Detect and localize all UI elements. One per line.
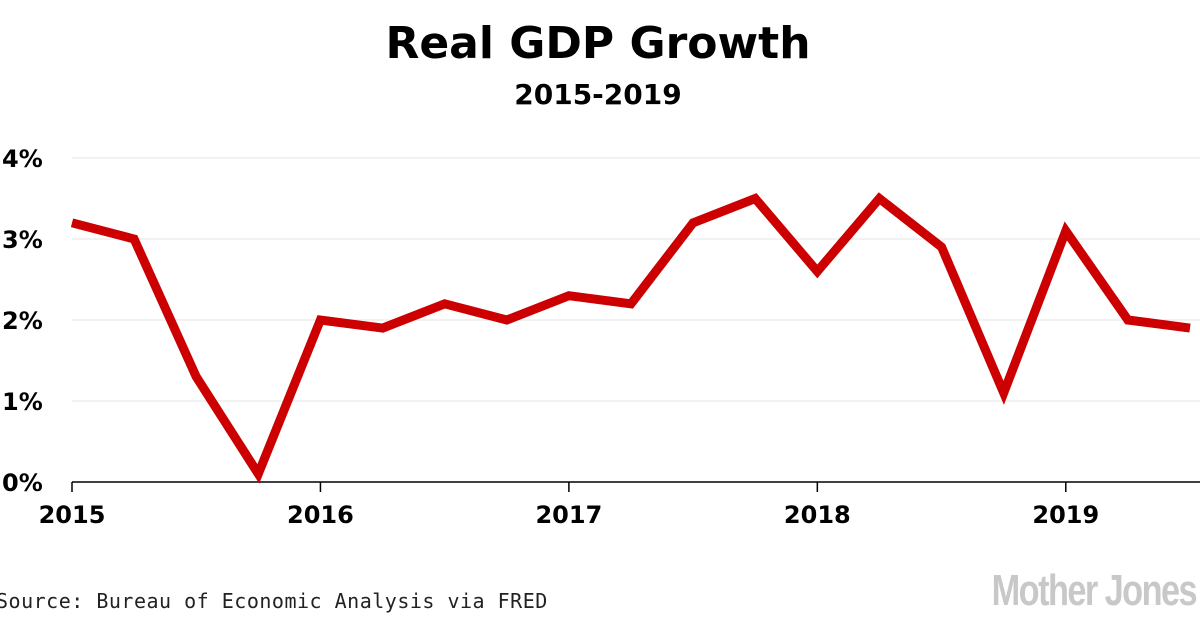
x-tick-label: 2017: [535, 501, 602, 529]
y-tick-label: 3%: [2, 226, 43, 254]
chart-title: Real GDP Growth: [385, 18, 811, 69]
x-tick-label: 2016: [287, 501, 354, 529]
x-tick-label: 2015: [39, 501, 106, 529]
brand-logo: Mother Jones: [991, 566, 1198, 615]
x-tick-label: 2019: [1032, 501, 1099, 529]
y-tick-label: 1%: [2, 388, 43, 416]
source-note: Source: Bureau of Economic Analysis via …: [0, 589, 548, 613]
y-tick-label: 4%: [2, 145, 43, 173]
y-tick-label: 2%: [2, 307, 43, 335]
x-tick-label: 2018: [784, 501, 851, 529]
series-line: [70, 192, 1191, 484]
y-tick-label: 0%: [2, 469, 43, 497]
chart-subtitle: 2015-2019: [514, 78, 682, 111]
